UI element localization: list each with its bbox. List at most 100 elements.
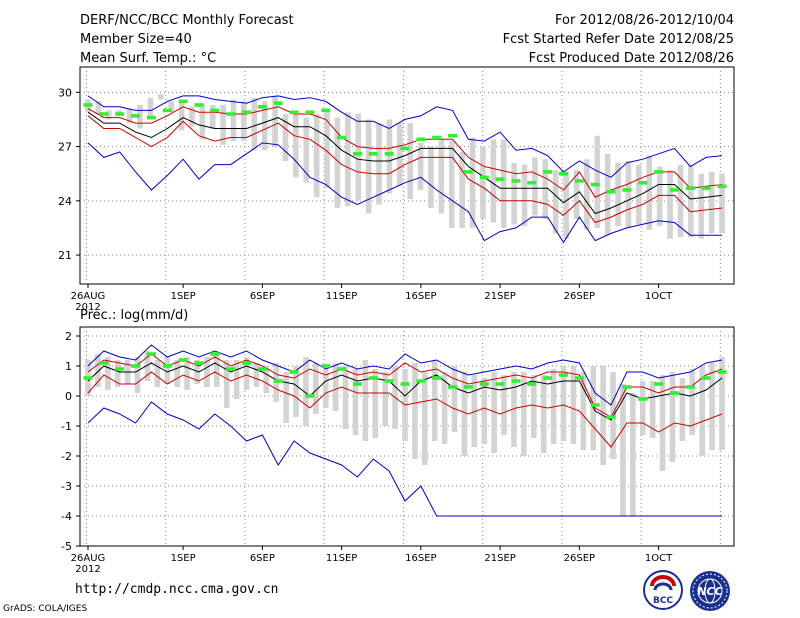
spread-bar [345, 112, 351, 207]
spread-bar [303, 357, 309, 426]
ncc-logo-text: NCC [697, 585, 722, 598]
spread-bar [417, 142, 424, 190]
variable-title: Mean Surf. Temp.: °C [80, 51, 217, 66]
spread-bar [261, 101, 268, 151]
member-dash [162, 108, 172, 113]
spread-bar [283, 372, 289, 423]
spread-bar [521, 164, 528, 227]
member-dash [305, 394, 315, 398]
y-tick-label: 27 [58, 141, 72, 154]
member-dash [479, 382, 489, 386]
member-dash [574, 376, 584, 380]
spread-bar [459, 151, 465, 228]
spread-bar [189, 106, 195, 127]
spread-bar [324, 112, 330, 189]
member-dash [99, 361, 109, 365]
member-dash [226, 367, 236, 371]
x-tick-label: 11SEP [326, 553, 357, 564]
spread-bar [220, 104, 226, 145]
produced-date: Fcst Produced Date 2012/08/26 [528, 51, 734, 66]
member-dash [416, 379, 426, 383]
spread-bar [355, 114, 362, 201]
x-tick-label: 26AUG [71, 553, 106, 564]
member-dash [543, 376, 553, 380]
member-dash [321, 108, 331, 113]
x-tick-label: 6SEP [250, 553, 275, 564]
spread-bar [253, 363, 260, 387]
spread-bar [501, 375, 507, 435]
member-dash [606, 189, 616, 194]
member-dash [701, 376, 711, 380]
y-tick-label: -3 [61, 480, 72, 493]
spread-bar [332, 363, 339, 411]
spread-bar [263, 366, 270, 393]
member-dash [337, 135, 347, 140]
series-lower-line [87, 115, 723, 224]
x-tick-label: 16SEP [405, 291, 436, 302]
spread-bar [386, 119, 393, 194]
member-dash [432, 376, 442, 380]
spread-bar [223, 360, 230, 408]
member-dash [559, 373, 568, 377]
member-dash [463, 170, 473, 174]
x-tick-label: 16SEP [405, 553, 436, 564]
spread-bar [114, 360, 121, 387]
member-dash [305, 110, 315, 115]
spread-bar [441, 372, 448, 444]
spread-bar [573, 170, 580, 219]
member-dash [337, 367, 347, 371]
member-dash [638, 180, 648, 185]
spread-bar [563, 171, 569, 239]
spread-bar [620, 384, 626, 516]
member-dash [321, 364, 331, 368]
spread-bar [230, 99, 237, 142]
x-tick-label: 1SEP [171, 553, 196, 564]
spread-bar [594, 135, 601, 228]
series-lower-line [87, 371, 723, 448]
member-dash [638, 397, 648, 401]
spread-bar [679, 378, 686, 441]
source-url[interactable]: http://cmdp.ncc.cma.gov.cn [75, 582, 279, 597]
spread-bar [95, 354, 101, 387]
member-dash [384, 379, 394, 383]
spread-bar [511, 372, 517, 447]
spread-bar [184, 357, 190, 390]
spread-bar [293, 366, 299, 417]
member-dash [162, 364, 172, 368]
spread-bar [688, 164, 694, 237]
x-tick-label: 26AUG [71, 291, 106, 302]
spread-bar [639, 381, 646, 435]
member-dash [178, 358, 188, 362]
member-dash [115, 367, 125, 371]
spread-bar [491, 372, 497, 453]
y-tick-label: 1 [65, 360, 72, 373]
member-dash [701, 186, 711, 190]
spread-bar [438, 139, 445, 214]
spread-bar [552, 170, 559, 234]
member-dash [654, 170, 664, 174]
spread-bar [105, 110, 112, 120]
spread-bar [422, 372, 428, 465]
spread-bar [521, 372, 527, 456]
member-dash [368, 152, 378, 156]
member-dash [622, 188, 632, 192]
member-dash [685, 186, 695, 190]
member-dash [416, 137, 426, 142]
spread-bar [134, 357, 141, 393]
member-dash [194, 103, 204, 107]
spread-bar [649, 381, 656, 438]
spread-bar [174, 360, 180, 387]
spread-bar [178, 99, 185, 131]
spread-bar [233, 360, 240, 399]
spread-bar [154, 360, 161, 387]
header-right: For 2012/08/26-2012/10/04 Fcst Started R… [503, 11, 734, 68]
member-dash [146, 115, 156, 120]
member-dash [685, 385, 695, 389]
spread-bar [282, 114, 289, 162]
y-tick-label: 24 [58, 195, 72, 208]
spread-bar [461, 372, 468, 456]
member-dash [83, 103, 93, 107]
start-refer-date: Fcst Started Refer Date 2012/08/25 [502, 32, 734, 47]
